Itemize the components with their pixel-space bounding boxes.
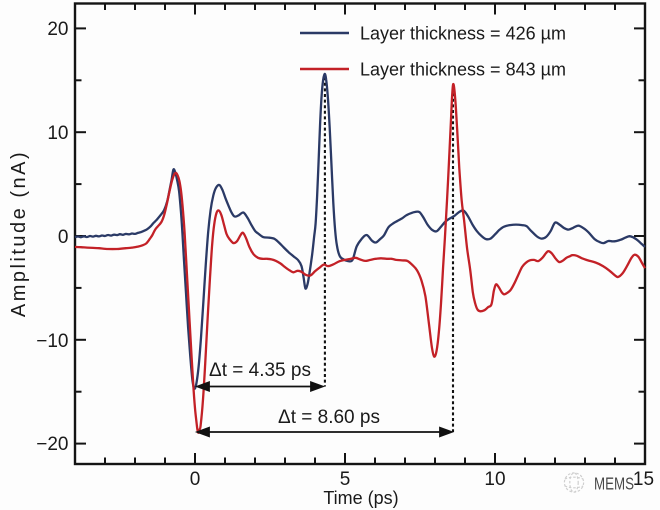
svg-text:Layer thickness = 426 µm: Layer thickness = 426 µm [360, 24, 566, 44]
svg-text:MEMS: MEMS [594, 474, 634, 494]
svg-text:Amplitude (nA): Amplitude (nA) [8, 150, 30, 317]
svg-text:10: 10 [484, 469, 505, 490]
svg-text:−10: −10 [36, 331, 68, 352]
svg-text:Time (ps): Time (ps) [323, 488, 398, 508]
svg-text:−20: −20 [36, 434, 68, 455]
svg-text:10: 10 [47, 123, 68, 144]
svg-text:0: 0 [58, 227, 69, 248]
svg-text:Layer thickness = 843 µm: Layer thickness = 843 µm [360, 60, 566, 80]
svg-text:15: 15 [633, 469, 654, 490]
svg-text:0: 0 [190, 469, 201, 490]
svg-text:Δt = 8.60 ps: Δt = 8.60 ps [278, 407, 380, 428]
svg-text:20: 20 [47, 19, 68, 40]
svg-text:Δt = 4.35 ps: Δt = 4.35 ps [209, 360, 311, 381]
svg-text:5: 5 [340, 469, 351, 490]
